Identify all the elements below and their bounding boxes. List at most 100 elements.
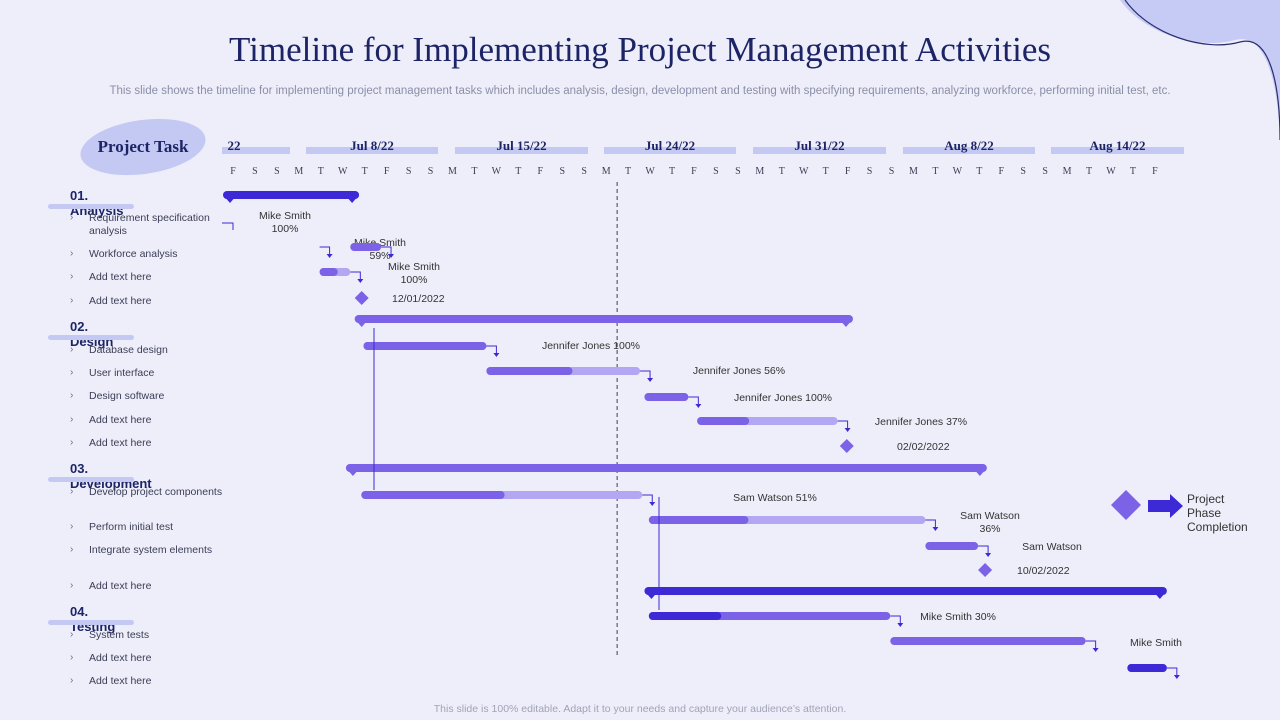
day-label: F — [1152, 166, 1158, 177]
task-label: Mike Smith — [388, 261, 440, 273]
day-label: M — [448, 166, 457, 177]
arrow-icon — [844, 428, 851, 432]
week-band — [455, 147, 588, 154]
task-progress — [319, 268, 338, 276]
task-progress — [363, 342, 487, 350]
phase-bar-end-marker — [972, 468, 987, 476]
dependency-connector — [978, 545, 989, 554]
task-item: Add text here — [89, 437, 152, 449]
phase-bar — [223, 191, 360, 199]
task-label: Mike Smith 30% — [920, 611, 996, 623]
task-label: Mike Smith — [1130, 637, 1182, 649]
phase-underline — [48, 620, 134, 625]
day-label: F — [998, 166, 1004, 177]
chevron-right-icon: › — [70, 248, 74, 259]
day-label: M — [1063, 166, 1072, 177]
dependency-connector — [837, 420, 849, 429]
day-label: M — [755, 166, 764, 177]
milestone-label: 12/01/2022 — [392, 293, 445, 305]
task-item: Workforce analysis — [89, 248, 178, 260]
task-label: Sam Watson — [960, 510, 1020, 522]
milestone-diamond-icon — [354, 291, 369, 305]
day-label: T — [669, 166, 675, 177]
dependency-connector — [1085, 640, 1097, 649]
day-label: S — [889, 166, 895, 177]
task-item: Add text here — [89, 652, 152, 664]
milestone-diamond-icon — [978, 563, 993, 577]
arrow-icon — [985, 553, 992, 557]
task-label: Jennifer Jones 100% — [542, 340, 640, 352]
day-label: S — [1042, 166, 1048, 177]
task-label: Mike Smith — [259, 210, 311, 222]
task-label: 100% — [401, 274, 428, 286]
day-label: T — [1130, 166, 1136, 177]
week-band — [604, 147, 736, 154]
task-progress — [648, 612, 722, 620]
chevron-right-icon: › — [70, 367, 74, 378]
task-progress — [925, 542, 979, 550]
task-item: Integrate system elements — [89, 544, 213, 556]
week-band — [753, 147, 886, 154]
day-label: T — [976, 166, 982, 177]
task-label: Jennifer Jones 56% — [693, 365, 785, 377]
task-progress — [1127, 664, 1167, 672]
slide-subtitle: This slide shows the timeline for implem… — [109, 85, 1171, 97]
task-progress — [648, 516, 749, 524]
task-progress — [486, 367, 573, 375]
day-label: S — [274, 166, 280, 177]
week-label: Jul 31/22 — [794, 138, 844, 153]
day-label: S — [428, 166, 434, 177]
week-band — [903, 147, 1035, 154]
week-band — [222, 147, 290, 154]
dependency-connector — [350, 271, 361, 280]
day-label: W — [799, 166, 809, 177]
week-label: Jul 24/22 — [645, 138, 695, 153]
chevron-right-icon: › — [70, 390, 74, 401]
chevron-right-icon: › — [70, 295, 74, 306]
arrow-icon — [493, 353, 500, 357]
task-progress — [644, 393, 689, 401]
chevron-right-icon: › — [70, 212, 74, 223]
task-label: Sam Watson 51% — [733, 492, 817, 504]
task-label: Jennifer Jones 100% — [734, 392, 832, 404]
chevron-right-icon: › — [70, 271, 74, 282]
dependency-connector — [1166, 667, 1178, 676]
task-progress — [697, 417, 750, 425]
corner-decoration — [1120, 0, 1280, 141]
day-label: S — [252, 166, 258, 177]
day-label: W — [953, 166, 963, 177]
task-item: Develop project components — [89, 486, 223, 498]
task-progress — [361, 491, 505, 499]
slide-title: Timeline for Implementing Project Manage… — [228, 30, 1052, 69]
arrow-icon — [388, 254, 395, 258]
phase-bar-start-marker — [223, 195, 237, 203]
task-progress — [350, 243, 382, 251]
day-label: S — [1020, 166, 1026, 177]
day-label: T — [1086, 166, 1092, 177]
arrow-icon — [897, 623, 904, 627]
task-label: Jennifer Jones 37% — [875, 416, 967, 428]
slide-footer: This slide is 100% editable. Adapt it to… — [433, 703, 847, 715]
day-label: T — [362, 166, 368, 177]
day-label: W — [492, 166, 502, 177]
arrow-icon — [932, 527, 939, 531]
day-label: F — [691, 166, 697, 177]
day-label: W — [1106, 166, 1116, 177]
week-band — [1051, 147, 1184, 154]
chevron-right-icon: › — [70, 580, 74, 591]
task-item: Add text here — [89, 675, 152, 687]
task-item: System tests — [89, 629, 150, 641]
dependency-connector — [222, 222, 234, 230]
day-label: T — [823, 166, 829, 177]
task-bar — [890, 637, 1086, 645]
chevron-right-icon: › — [70, 544, 74, 555]
day-label: S — [735, 166, 741, 177]
dependency-connector — [486, 345, 497, 354]
phase-bar-end-marker — [345, 195, 360, 203]
dependency-connector — [925, 519, 936, 528]
phase-bar — [345, 464, 987, 472]
task-label: 36% — [979, 523, 1000, 535]
chevron-right-icon: › — [70, 344, 74, 355]
day-label: T — [318, 166, 324, 177]
week-band — [306, 147, 438, 154]
